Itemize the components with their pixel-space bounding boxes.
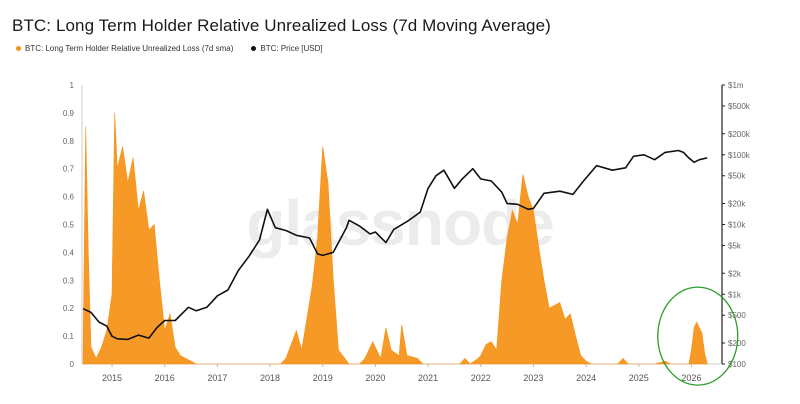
y-left-tick-label: 0.6 [63,193,75,202]
y-left-tick-label: 0.5 [63,221,75,230]
y-left-tick-label: 0.7 [63,165,75,174]
series-area-ltl-relative-unrealized-loss [82,112,708,365]
y-right-tick-label: $100 [728,360,746,369]
legend-label-price: BTC: Price [USD] [260,44,323,53]
y-right-tick-label: $500 [728,311,746,320]
legend-item-loss[interactable]: BTC: Long Term Holder Relative Unrealize… [16,44,233,53]
legend-swatch-price [251,46,257,51]
annotation-circle [657,286,739,386]
x-tick-label: 2021 [418,373,438,383]
y-left-tick-label: 0.4 [63,248,75,257]
x-tick-label: 2022 [471,373,491,383]
x-tick-label: 2024 [576,373,596,383]
x-tick-label: 2016 [155,373,175,383]
chart-legend: BTC: Long Term Holder Relative Unrealize… [16,44,323,53]
y-right-tick-label: $100k [728,151,751,160]
watermark-text: glassnode [246,187,554,259]
x-tick-label: 2019 [313,373,333,383]
legend-item-price[interactable]: BTC: Price [USD] [251,44,323,53]
y-right-tick-label: $500k [728,102,751,111]
x-tick-label: 2015 [102,373,122,383]
x-tick-label: 2023 [523,373,543,383]
y-left-tick-label: 0.1 [63,332,75,341]
y-left-tick-label: 0 [70,360,75,369]
legend-swatch-loss [16,46,21,51]
series-line-btc-price [82,149,708,341]
x-tick-label: 2018 [260,373,280,383]
chart-title: BTC: Long Term Holder Relative Unrealize… [12,16,551,35]
y-right-tick-label: $50k [728,172,746,181]
y-left-tick-label: 0.8 [63,137,75,146]
y-left-tick-label: 1 [70,81,75,90]
y-right-tick-label: $5k [728,241,742,250]
legend-label-loss: BTC: Long Term Holder Relative Unrealize… [25,44,234,53]
x-tick-label: 2026 [681,373,701,383]
y-right-tick-label: $20k [728,200,746,209]
y-right-tick-label: $1m [728,81,744,90]
y-left-tick-label: 0.9 [63,109,75,118]
y-right-tick-label: $1k [728,290,742,299]
y-right-tick-label: $200k [728,130,751,139]
y-right-tick-label: $10k [728,221,746,230]
y-right-tick-label: $2k [728,269,742,278]
y-left-tick-label: 0.2 [63,304,75,313]
x-tick-label: 2017 [207,373,227,383]
y-left-tick-label: 0.3 [63,276,75,285]
x-tick-label: 2020 [365,373,385,383]
x-tick-label: 2025 [629,373,649,383]
